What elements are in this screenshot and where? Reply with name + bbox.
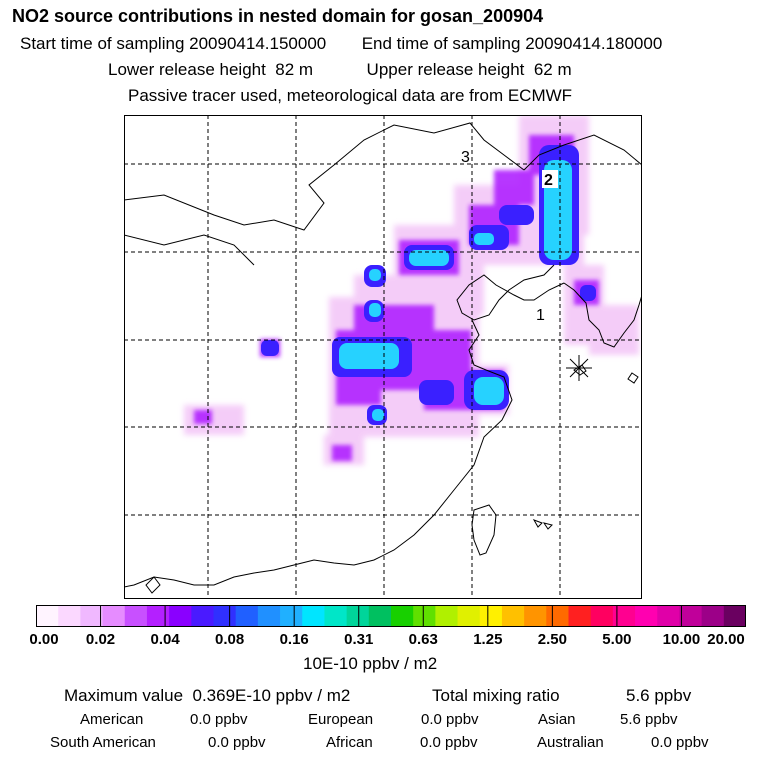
colorbar-cell bbox=[413, 605, 436, 627]
colorbar-cell bbox=[391, 605, 414, 627]
colorbar-cell bbox=[501, 605, 525, 627]
map-label-3: 3 bbox=[461, 149, 470, 166]
lower-label: Lower release height bbox=[108, 60, 266, 79]
star-marker-icon bbox=[566, 355, 592, 381]
max-value: 0.369E-10 ppbv / m2 bbox=[192, 686, 351, 705]
map-label-1: 1 bbox=[536, 307, 545, 324]
colorbar-cell bbox=[635, 605, 658, 627]
colorbar-tick-label: 20.00 bbox=[707, 631, 745, 648]
map-frame bbox=[124, 115, 642, 599]
tracer-note: Passive tracer used, meteorological data… bbox=[128, 86, 573, 105]
region-name: American bbox=[80, 711, 144, 728]
region-name: European bbox=[308, 711, 374, 728]
max-label: Maximum value bbox=[64, 686, 184, 705]
colorbar-tick-label: 0.16 bbox=[279, 631, 309, 648]
colorbar-cell bbox=[235, 605, 259, 627]
region-value: 0.0 ppbv bbox=[420, 734, 478, 751]
colorbar-cell bbox=[479, 605, 503, 627]
colorbar-cell bbox=[435, 605, 459, 627]
colorbar-cell bbox=[191, 605, 214, 627]
colorbar-cell bbox=[324, 605, 348, 627]
colorbar-tick-label: 0.08 bbox=[215, 631, 245, 648]
colorbar-cell bbox=[457, 605, 481, 627]
region-name: Asian bbox=[538, 711, 576, 728]
end-value: 20090414.180000 bbox=[525, 34, 663, 53]
colorbar-cell bbox=[169, 605, 192, 627]
colorbar-cell bbox=[257, 605, 281, 627]
region-value: 0.0 ppbv bbox=[421, 711, 479, 728]
concentration-map: 3 2 1 bbox=[124, 115, 642, 599]
colorbar-cell bbox=[546, 605, 569, 627]
colorbar-cell bbox=[524, 605, 547, 627]
release-heights: Lower release height 82 m Upper release … bbox=[108, 60, 572, 80]
colorbar-tick-label: 0.31 bbox=[344, 631, 374, 648]
colorbar-tick-label: 0.04 bbox=[150, 631, 180, 648]
upper-value: 62 m bbox=[533, 60, 572, 79]
colorbar-cell bbox=[213, 605, 237, 627]
region-name: African bbox=[326, 734, 373, 751]
colorbar-cell bbox=[368, 605, 392, 627]
colorbar-cell bbox=[36, 605, 59, 627]
max-value-row: Maximum value 0.369E-10 ppbv / m2 bbox=[64, 686, 350, 706]
upper-label: Upper release height bbox=[366, 60, 525, 79]
colorbar-cell bbox=[723, 605, 746, 627]
map-label-2-box bbox=[542, 170, 558, 188]
colorbar-cell bbox=[124, 605, 148, 627]
colorbar-cell bbox=[280, 605, 303, 627]
start-label: Start time of sampling bbox=[20, 34, 185, 53]
colorbar-cell bbox=[590, 605, 614, 627]
colorbar-cell bbox=[58, 605, 81, 627]
colorbar-cell bbox=[679, 605, 703, 627]
colorbar-cell bbox=[701, 605, 725, 627]
region-name: Australian bbox=[537, 734, 604, 751]
region-value: 5.6 ppbv bbox=[620, 711, 678, 728]
colorbar-tick-label: 0.00 bbox=[29, 631, 59, 648]
colorbar-cell bbox=[80, 605, 104, 627]
colorbar bbox=[36, 605, 746, 627]
colorbar-cell bbox=[102, 605, 126, 627]
colorbar-cell bbox=[302, 605, 325, 627]
sampling-times: Start time of sampling 20090414.150000 E… bbox=[20, 34, 662, 54]
region-name: South American bbox=[50, 734, 156, 751]
colorbar-tick-label: 0.02 bbox=[85, 631, 116, 648]
colorbar-tick-label: 2.50 bbox=[537, 631, 567, 648]
colorbar-cell bbox=[146, 605, 170, 627]
colorbar-tick-label: 1.25 bbox=[473, 631, 503, 648]
colorbar-units: 10E-10 ppbv / m2 bbox=[303, 654, 438, 673]
colorbar-cell bbox=[657, 605, 680, 627]
start-value: 20090414.150000 bbox=[189, 34, 327, 53]
colorbar-cell bbox=[612, 605, 636, 627]
total-label: Total mixing ratio bbox=[432, 686, 560, 705]
end-label: End time of sampling bbox=[361, 34, 521, 53]
colorbar-cell bbox=[346, 605, 370, 627]
region-value: 0.0 ppbv bbox=[208, 734, 266, 751]
colorbar-tick-label: 5.00 bbox=[602, 631, 632, 648]
colorbar-cell bbox=[568, 605, 592, 627]
plot-title: NO2 source contributions in nested domai… bbox=[12, 6, 544, 26]
colorbar-tick-label: 10.00 bbox=[662, 631, 701, 648]
colorbar-tick-label: 0.63 bbox=[408, 631, 438, 648]
region-value: 0.0 ppbv bbox=[651, 734, 709, 751]
total-value: 5.6 ppbv bbox=[626, 686, 692, 705]
map-label-2: 2 bbox=[544, 172, 553, 189]
lat-lon-grid bbox=[124, 115, 642, 599]
region-value: 0.0 ppbv bbox=[190, 711, 248, 728]
lower-value: 82 m bbox=[275, 60, 314, 79]
